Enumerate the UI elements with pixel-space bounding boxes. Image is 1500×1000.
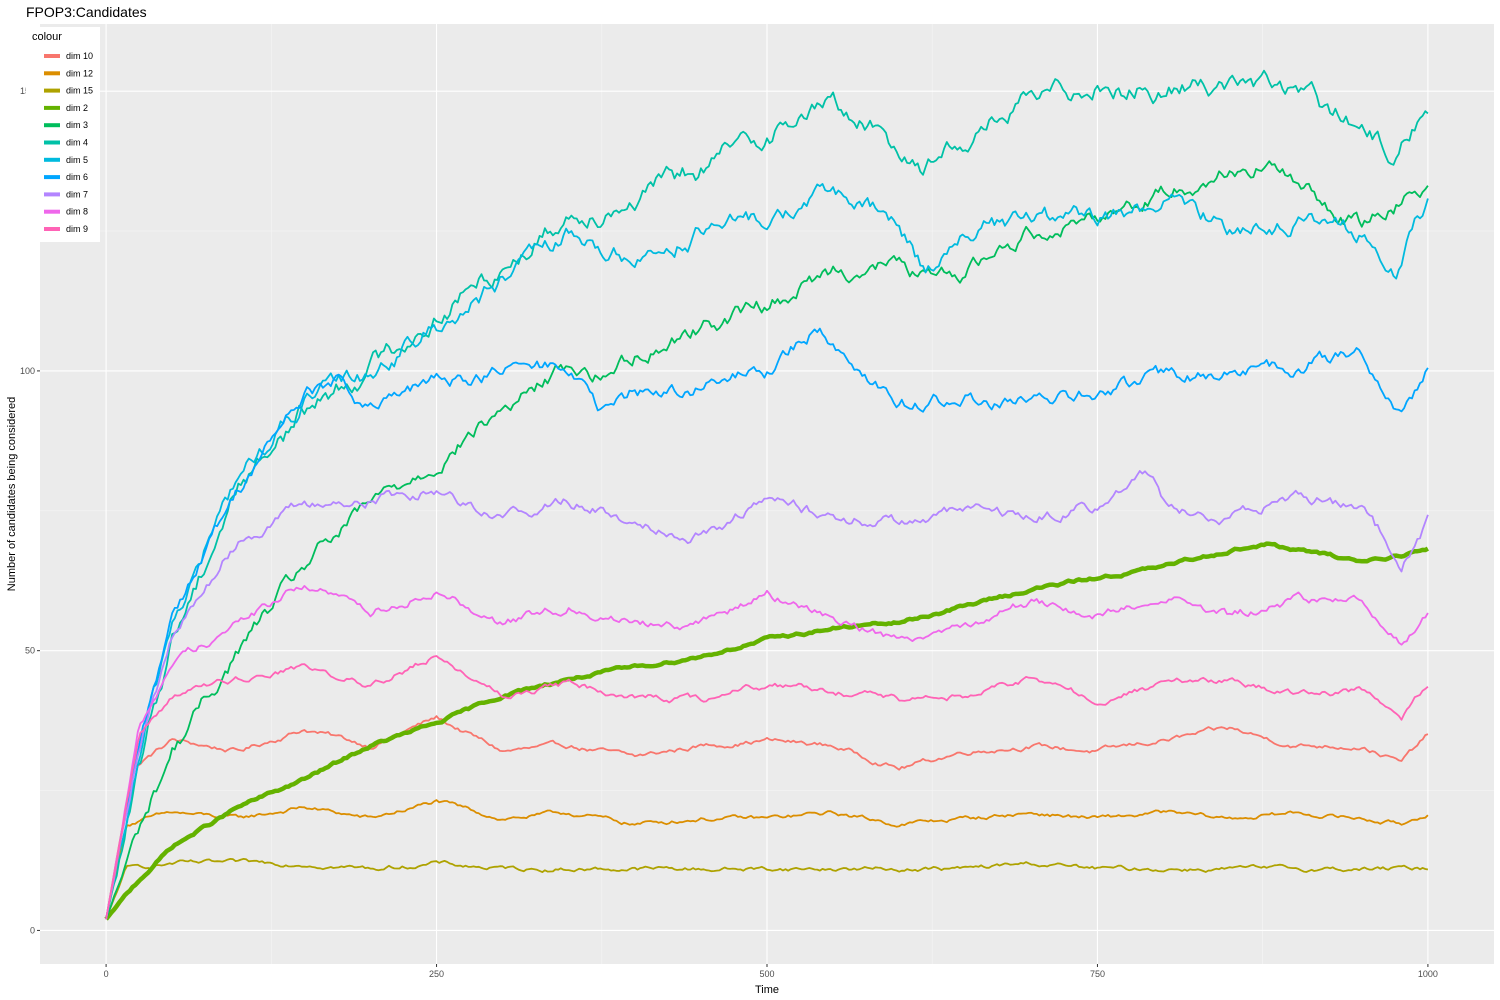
major-gridlines <box>40 24 1494 964</box>
y-tick-label: 50 <box>25 646 35 656</box>
legend-label: dim 12 <box>66 68 93 78</box>
series-line-dim-9 <box>105 655 1429 920</box>
series-line-dim-15 <box>105 858 1429 920</box>
series-line-dim-6 <box>105 327 1429 920</box>
legend-label: dim 8 <box>66 207 88 217</box>
legend-background <box>26 27 100 242</box>
legend-label: dim 4 <box>66 138 88 148</box>
series-line-dim-12 <box>105 799 1429 920</box>
series-line-dim-4 <box>105 69 1429 920</box>
x-axis: 0 250 500 750 1000 <box>104 964 1438 979</box>
x-tick-label: 0 <box>104 969 109 979</box>
legend-label: dim 9 <box>66 224 88 234</box>
x-axis-title: Time <box>755 984 779 996</box>
x-tick-label: 750 <box>1090 969 1105 979</box>
x-tick-label: 250 <box>429 969 444 979</box>
legend-label: dim 3 <box>66 120 88 130</box>
legend-label: dim 5 <box>66 155 88 165</box>
series-line-dim-5 <box>105 183 1429 920</box>
legend-title: colour <box>32 31 62 43</box>
y-axis-title: Number of candidates being considered <box>6 397 18 591</box>
series-line-dim-2 <box>104 541 1429 921</box>
x-tick-label: 1000 <box>1418 969 1438 979</box>
legend-label: dim 2 <box>66 103 88 113</box>
legend-label: dim 15 <box>66 86 93 96</box>
series-line-dim-8 <box>105 585 1429 920</box>
y-tick-label: 100 <box>20 366 35 376</box>
legend-label: dim 6 <box>66 172 88 182</box>
series-lines <box>104 69 1429 921</box>
legend-label: dim 10 <box>66 51 93 61</box>
legend-label: dim 7 <box>66 189 88 199</box>
x-tick-label: 500 <box>759 969 774 979</box>
chart-title: FPOP3:Candidates <box>26 4 147 20</box>
series-line-dim-7 <box>105 470 1429 920</box>
series-line-dim-3 <box>105 160 1429 920</box>
series-line-dim-10 <box>105 715 1429 920</box>
y-tick-label: 0 <box>30 925 35 935</box>
legend: colour dim 10 dim 12 dim 15 dim 2 dim 3 dim 4… <box>26 27 100 242</box>
